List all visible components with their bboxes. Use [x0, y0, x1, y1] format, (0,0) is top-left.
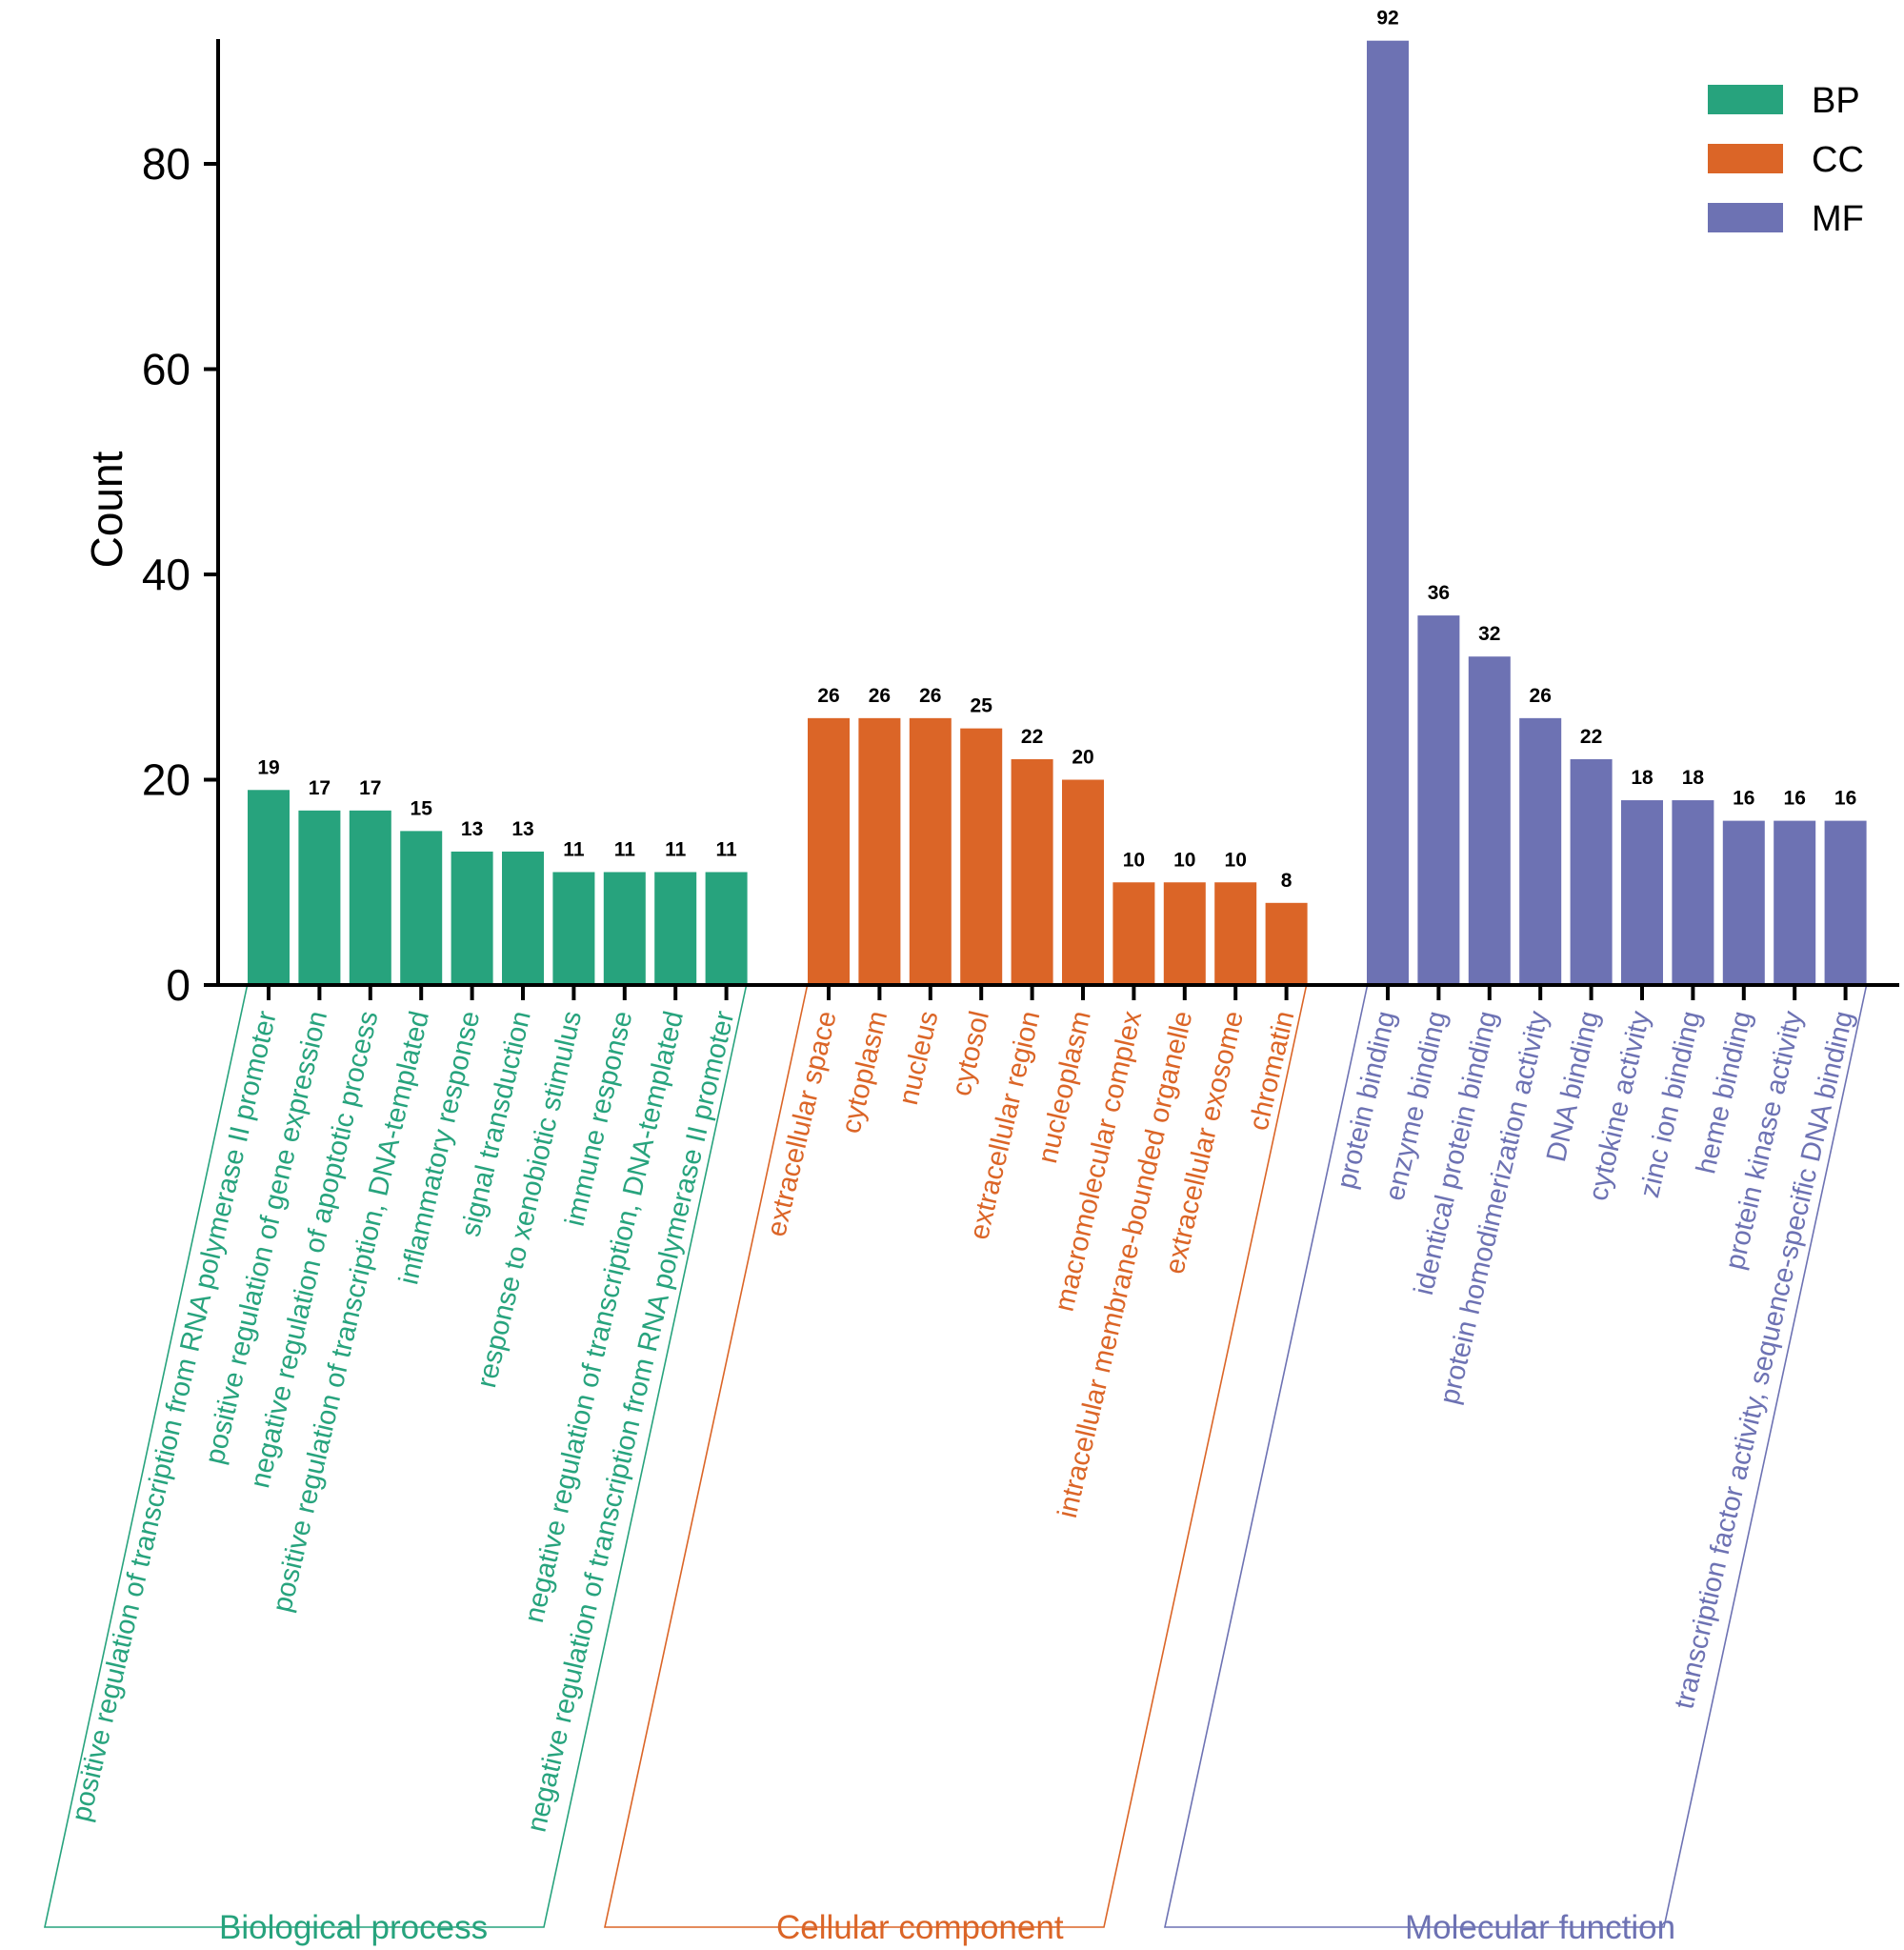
bar — [502, 851, 544, 985]
bar — [349, 810, 391, 985]
y-tick-label: 20 — [142, 755, 190, 805]
category-label: cytosol — [947, 1008, 995, 1098]
group-bracket-mf — [1164, 984, 1868, 1928]
bar — [298, 810, 341, 985]
axes — [205, 39, 1899, 987]
group-labels: Biological process Cellular component Mole… — [219, 1909, 1675, 1946]
bar — [552, 872, 595, 985]
group-label-cc: Cellular component — [776, 1909, 1064, 1946]
value-label: 17 — [309, 777, 331, 799]
value-label: 16 — [1733, 788, 1754, 810]
bar — [1214, 882, 1257, 985]
value-label: 25 — [971, 695, 993, 717]
category-label: nucleus — [893, 1008, 945, 1108]
value-label: 26 — [919, 685, 941, 707]
bar — [1722, 820, 1765, 985]
value-label: 11 — [614, 838, 636, 860]
bar — [960, 728, 1003, 985]
value-label: 13 — [461, 818, 483, 840]
value-label: 8 — [1281, 870, 1293, 892]
bar — [1570, 758, 1613, 985]
category-label: cytoplasm — [836, 1008, 894, 1136]
bar — [909, 717, 952, 985]
bar — [1672, 800, 1714, 985]
category-labels: positive regulation of transcription fro… — [66, 1008, 1859, 1835]
value-label: 11 — [665, 838, 687, 860]
bar — [808, 717, 850, 985]
legend-swatch-cc — [1708, 144, 1783, 173]
value-label: 10 — [1173, 849, 1195, 871]
value-label: 16 — [1784, 788, 1806, 810]
value-label: 18 — [1682, 767, 1705, 789]
value-label: 10 — [1225, 849, 1247, 871]
bars — [248, 40, 1867, 985]
y-axis-title: Count — [82, 451, 131, 568]
bar — [603, 872, 646, 985]
bar — [1011, 758, 1053, 985]
value-label: 26 — [817, 685, 839, 707]
group-label-bp: Biological process — [219, 1909, 488, 1946]
value-label: 22 — [1021, 726, 1043, 748]
category-label: extracellular space — [761, 1008, 843, 1239]
value-label: 32 — [1478, 623, 1500, 645]
value-label: 20 — [1072, 747, 1093, 769]
bar — [1163, 882, 1206, 985]
bar — [1367, 40, 1409, 985]
value-labels: 19 17 17 15 13 13 11 11 11 11 26 26 26 25 22 20 10 10 10 8 9… — [257, 8, 1856, 892]
bar — [248, 790, 290, 985]
bar — [1468, 656, 1511, 985]
value-label: 92 — [1376, 8, 1398, 30]
y-ticks: 0 20 40 60 80 — [142, 139, 218, 1010]
value-label: 19 — [257, 756, 279, 778]
bar — [705, 872, 748, 985]
y-tick-label: 40 — [142, 550, 190, 599]
bar — [451, 851, 493, 985]
bar — [1062, 779, 1104, 985]
legend-swatch-mf — [1708, 203, 1783, 232]
bar — [654, 872, 697, 985]
value-label: 10 — [1123, 849, 1145, 871]
legend-label-bp: BP — [1812, 81, 1860, 121]
group-brackets — [44, 984, 1868, 1928]
group-bracket-bp — [44, 984, 748, 1928]
value-label: 16 — [1834, 788, 1856, 810]
legend-label-cc: CC — [1812, 140, 1864, 180]
value-label: 26 — [1530, 685, 1552, 707]
y-tick-label: 0 — [166, 960, 190, 1010]
value-label: 22 — [1580, 726, 1602, 748]
category-label: chromatin — [1244, 1008, 1301, 1133]
group-label-mf: Molecular function — [1405, 1909, 1675, 1946]
bar — [1621, 800, 1663, 985]
bar — [858, 717, 901, 985]
value-label: 36 — [1428, 582, 1450, 604]
value-label: 15 — [411, 797, 433, 819]
bar — [1519, 717, 1562, 985]
legend-swatch-bp — [1708, 85, 1783, 114]
value-label: 11 — [563, 838, 585, 860]
y-tick-label: 60 — [142, 345, 190, 394]
value-label: 26 — [869, 685, 891, 707]
bar — [1112, 882, 1155, 985]
value-label: 17 — [359, 777, 381, 799]
bar — [1417, 615, 1460, 985]
bar — [1774, 820, 1816, 985]
bar — [400, 831, 443, 985]
bar — [1265, 902, 1308, 985]
category-label: positive regulation of transcription fro… — [66, 1008, 282, 1824]
bar — [1824, 820, 1867, 985]
value-label: 18 — [1631, 767, 1653, 789]
y-tick-label: 80 — [142, 139, 190, 189]
group-bracket-cc — [604, 984, 1308, 1928]
legend-label-mf: MF — [1812, 199, 1864, 239]
x-ticks — [267, 985, 1848, 1000]
value-label: 13 — [511, 818, 533, 840]
legend: BP CC MF — [1708, 81, 1864, 239]
value-label: 11 — [715, 838, 737, 860]
